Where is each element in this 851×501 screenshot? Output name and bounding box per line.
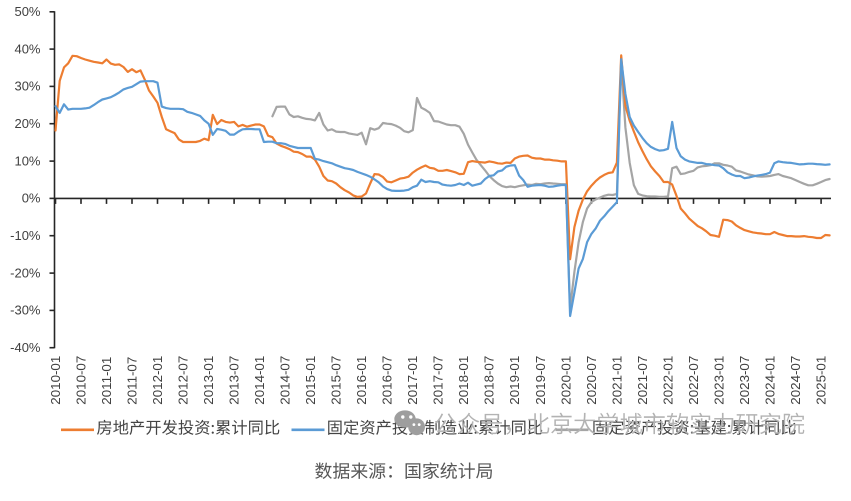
svg-text:2021-01: 2021-01 bbox=[609, 356, 624, 405]
svg-text:2025-01: 2025-01 bbox=[814, 356, 829, 405]
svg-text:-30%: -30% bbox=[10, 303, 41, 318]
svg-text:2019-07: 2019-07 bbox=[533, 356, 548, 405]
svg-text:2023-07: 2023-07 bbox=[737, 356, 752, 405]
svg-text:2017-07: 2017-07 bbox=[431, 356, 446, 405]
svg-text:2020-07: 2020-07 bbox=[584, 356, 599, 405]
svg-text:30%: 30% bbox=[14, 79, 40, 94]
svg-text:2017-01: 2017-01 bbox=[405, 356, 420, 405]
svg-text:2012-01: 2012-01 bbox=[150, 356, 165, 405]
svg-text:2024-07: 2024-07 bbox=[788, 356, 803, 405]
svg-text:2013-07: 2013-07 bbox=[227, 356, 242, 405]
svg-text:2011-01: 2011-01 bbox=[99, 357, 114, 405]
svg-text:40%: 40% bbox=[14, 41, 40, 56]
svg-text:2010-07: 2010-07 bbox=[73, 356, 88, 405]
svg-text:2015-07: 2015-07 bbox=[329, 356, 344, 405]
svg-text:-10%: -10% bbox=[10, 228, 41, 243]
svg-text:2016-01: 2016-01 bbox=[354, 356, 369, 405]
svg-text:2018-01: 2018-01 bbox=[456, 356, 471, 405]
svg-text:2019-01: 2019-01 bbox=[507, 356, 522, 405]
svg-text:2011-07: 2011-07 bbox=[124, 357, 139, 405]
svg-text:2015-01: 2015-01 bbox=[303, 356, 318, 405]
svg-text:2021-07: 2021-07 bbox=[635, 356, 650, 405]
svg-text:2024-01: 2024-01 bbox=[762, 356, 777, 405]
svg-text:-40%: -40% bbox=[10, 340, 41, 355]
svg-text:2022-01: 2022-01 bbox=[660, 356, 675, 405]
svg-text:2013-01: 2013-01 bbox=[201, 356, 216, 405]
svg-text:2014-07: 2014-07 bbox=[278, 356, 293, 405]
svg-text:2010-01: 2010-01 bbox=[48, 356, 63, 405]
svg-text:2016-07: 2016-07 bbox=[380, 356, 395, 405]
svg-text:2012-07: 2012-07 bbox=[176, 356, 191, 405]
svg-text:2022-07: 2022-07 bbox=[686, 356, 701, 405]
svg-text:0%: 0% bbox=[22, 191, 41, 206]
svg-text:20%: 20% bbox=[14, 116, 40, 131]
svg-text:2020-01: 2020-01 bbox=[558, 356, 573, 405]
svg-text:-20%: -20% bbox=[10, 265, 41, 280]
svg-text:10%: 10% bbox=[14, 153, 40, 168]
svg-text:2018-07: 2018-07 bbox=[482, 356, 497, 405]
svg-text:2014-01: 2014-01 bbox=[252, 356, 267, 405]
svg-text:2023-01: 2023-01 bbox=[711, 356, 726, 405]
svg-text:50%: 50% bbox=[14, 4, 40, 19]
